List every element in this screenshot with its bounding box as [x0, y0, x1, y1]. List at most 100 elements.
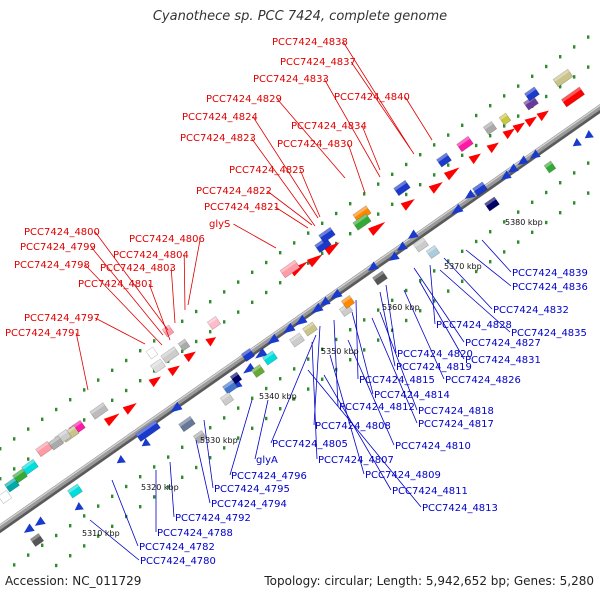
tick-dot	[573, 201, 576, 205]
reverse-gene-label: PCC7424_4819	[396, 362, 472, 373]
gene-box-shine	[150, 358, 163, 369]
forward-gene-label: PCC7424_4806	[129, 234, 205, 245]
gene-box	[67, 483, 83, 499]
tick-dot	[251, 396, 254, 400]
label-leader	[148, 283, 171, 341]
tick-dot	[447, 289, 450, 293]
tick-dot	[167, 455, 170, 459]
reverse-gene-label: PCC7424_4827	[465, 338, 541, 349]
gene-arrow	[295, 314, 308, 326]
forward-gene-glyph	[4, 477, 20, 493]
tick-dot	[349, 358, 352, 362]
gene-arrow	[536, 110, 549, 122]
tick-dot	[97, 534, 100, 538]
tick-dot	[433, 269, 436, 273]
tick-dot	[503, 94, 506, 98]
tick-dot	[461, 279, 464, 283]
forward-gene-label: PCC7424_4838	[272, 37, 348, 48]
label-leader	[195, 439, 211, 504]
tick-dot	[419, 309, 422, 313]
tick-dot	[251, 300, 254, 304]
gene-box	[178, 415, 196, 433]
tick-dot	[237, 310, 240, 314]
tick-dot	[97, 378, 100, 382]
reverse-gene-label: PCC7424_4805	[272, 439, 348, 450]
gene-arrow	[311, 302, 324, 314]
tick-dot	[209, 300, 212, 304]
reverse-gene-glyph	[472, 181, 488, 197]
gene-box-shine	[289, 332, 302, 343]
tick-dot	[433, 173, 436, 177]
reverse-gene-glyph	[74, 502, 84, 511]
reverse-gene-glyph	[584, 130, 594, 139]
tick-dot	[489, 104, 492, 108]
tick-dot	[97, 504, 100, 508]
tick-dot	[335, 337, 338, 342]
forward-gene-label: PCC7424_4837	[280, 57, 356, 68]
tick-dot	[167, 485, 170, 489]
gene-box-shine	[178, 339, 187, 347]
reverse-gene-label: PCC7424_4810	[395, 441, 471, 452]
forward-gene-glyph	[486, 142, 499, 154]
label-leader	[333, 319, 339, 407]
forward-gene-glyph	[468, 153, 481, 165]
forward-gene-label: PCC7424_4798	[14, 260, 90, 271]
label-leader	[183, 254, 186, 311]
reverse-gene-label: PCC7424_4788	[157, 528, 233, 539]
reverse-gene-label: PCC7424_4826	[445, 375, 521, 386]
reverse-gene-label: PCC7424_4828	[436, 320, 512, 331]
forward-gene-label: PCC7424_4825	[229, 165, 305, 176]
reverse-gene-label: PCC7424_4820	[397, 349, 473, 360]
tick-dot	[475, 239, 478, 244]
gene-box	[135, 420, 161, 442]
forward-gene-glyph	[482, 121, 498, 135]
tick-dot	[41, 543, 44, 547]
forward-gene-glyph	[35, 440, 53, 458]
gene-box	[498, 112, 512, 126]
reverse-gene-glyph	[192, 430, 208, 444]
tick-dot	[237, 280, 240, 284]
gene-box-shine	[524, 86, 537, 97]
gene-box-shine	[372, 270, 385, 281]
gene-box	[352, 213, 372, 231]
label-leader	[84, 264, 163, 346]
forward-gene-glyph	[161, 324, 175, 338]
tick-dot	[153, 339, 156, 343]
tick-dot	[419, 183, 422, 187]
label-leader	[75, 332, 89, 391]
label-leader	[481, 239, 512, 273]
tick-dot	[153, 465, 156, 469]
gene-box	[436, 152, 452, 168]
gene-arrow	[407, 229, 419, 239]
tick-dot	[587, 35, 590, 39]
gene-box-shine	[160, 346, 176, 359]
forward-gene-glyph	[524, 116, 537, 128]
label-leader	[111, 479, 139, 547]
reverse-gene-glyph	[295, 314, 308, 326]
gene-box-shine	[561, 87, 582, 103]
tick-dot	[237, 436, 240, 440]
gene-box	[192, 430, 208, 444]
forward-gene-glyph	[48, 435, 64, 451]
reverse-gene-glyph	[319, 296, 331, 306]
tick-dot	[545, 94, 548, 99]
reverse-gene-glyph	[170, 401, 183, 413]
tick-dot	[461, 249, 464, 253]
gene-box-shine	[262, 350, 275, 361]
reverse-gene-glyph	[302, 321, 318, 337]
reverse-gene-glyph	[372, 270, 388, 286]
reverse-gene-glyph	[425, 245, 441, 259]
reverse-gene-glyph	[367, 261, 379, 271]
gene-arrow	[34, 516, 46, 526]
reverse-gene-glyph	[396, 241, 408, 251]
tick-dot	[461, 153, 464, 157]
label-leader	[404, 96, 433, 141]
gene-box	[560, 86, 586, 108]
reverse-gene-glyph	[524, 86, 540, 102]
label-leader	[361, 125, 381, 171]
tick-dot	[0, 477, 2, 481]
label-leader	[465, 249, 512, 287]
reverse-gene-label: PCC7424_4815	[359, 375, 435, 386]
gene-arrow	[167, 365, 180, 377]
tick-dot	[489, 230, 492, 234]
